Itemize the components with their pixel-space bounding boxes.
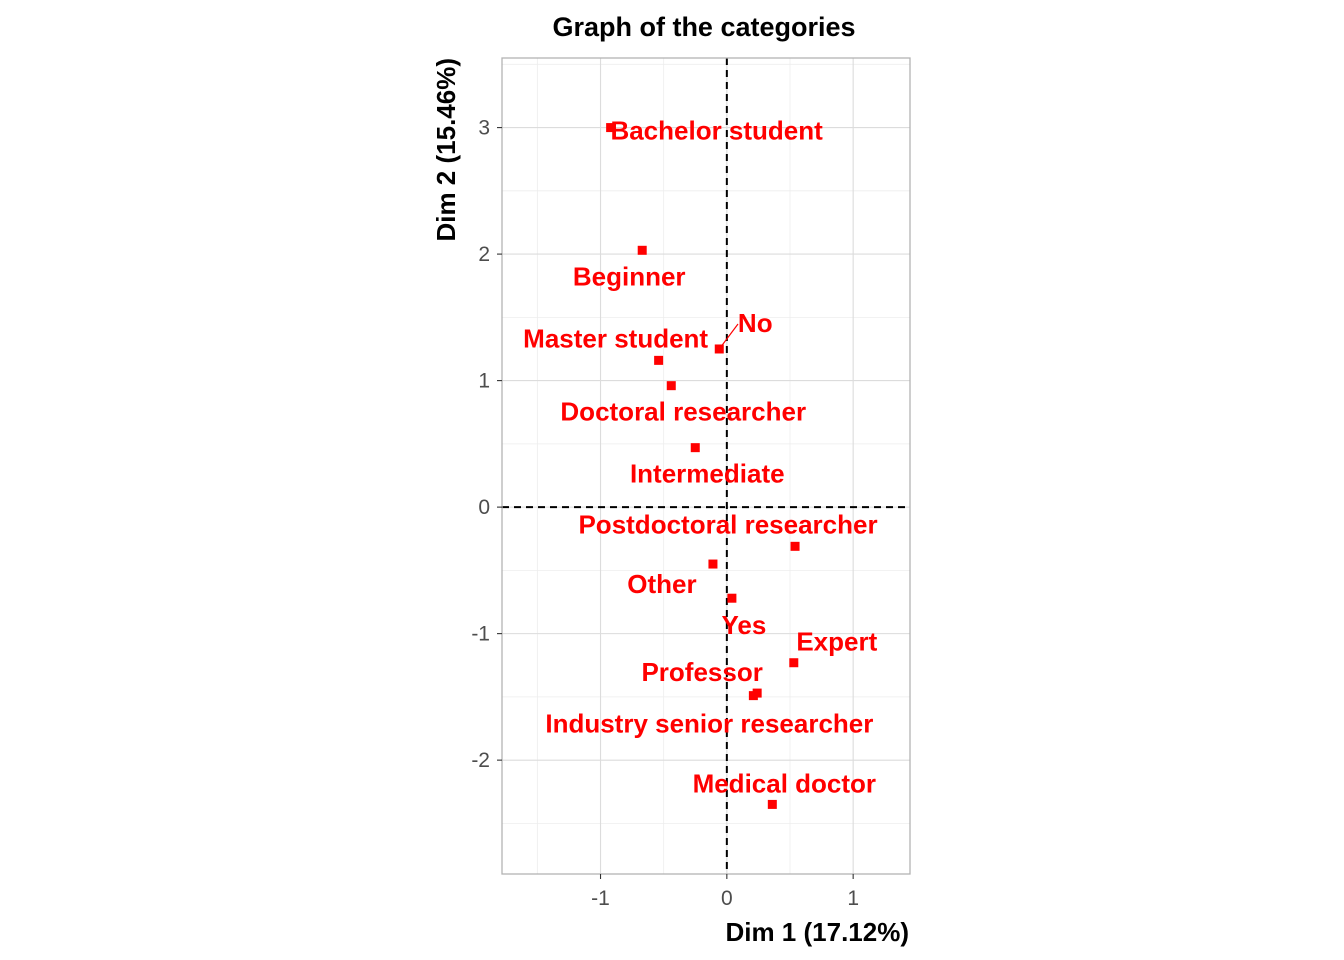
y-axis-title: Dim 2 (15.46%) — [431, 58, 461, 242]
x-tick-label: -1 — [591, 887, 610, 910]
y-tick-label: -1 — [471, 623, 490, 646]
data-label: No — [738, 308, 773, 338]
plot-panel-border — [501, 57, 911, 875]
y-tick-label: 3 — [478, 117, 490, 140]
x-tick-label: 1 — [847, 887, 859, 910]
data-point — [790, 541, 800, 551]
axis-ticks: -1 0 1 -2 -1 0 1 2 3 — [471, 117, 859, 910]
y-tick-label: 2 — [478, 243, 490, 266]
data-labels: Bachelor student Beginner No Master student… — [523, 116, 877, 799]
data-label: Professor — [641, 657, 762, 687]
data-point — [654, 355, 664, 365]
data-point — [767, 799, 777, 809]
data-label: Industry senior researcher — [545, 709, 873, 739]
data-point — [690, 443, 700, 453]
x-axis-title: Dim 1 (17.12%) — [725, 917, 909, 947]
data-point — [606, 123, 616, 133]
data-label: Master student — [523, 323, 708, 353]
data-label: Yes — [721, 610, 766, 640]
data-label: Beginner — [573, 261, 686, 291]
data-point — [714, 344, 724, 354]
data-label: Postdoctoral researcher — [578, 509, 877, 539]
data-label: Bachelor student — [610, 116, 823, 146]
y-tick-label: 1 — [478, 370, 490, 393]
y-tick-label: -2 — [471, 749, 490, 772]
y-tick-label: 0 — [478, 496, 490, 519]
label-connector — [719, 323, 739, 349]
data-point — [789, 658, 799, 668]
data-point — [748, 691, 758, 701]
data-label: Intermediate — [630, 459, 785, 489]
x-tick-label: 0 — [721, 887, 733, 910]
data-label: Expert — [796, 627, 877, 657]
chart-title: Graph of the categories — [552, 12, 855, 42]
data-point — [708, 559, 718, 569]
data-label: Doctoral researcher — [560, 397, 806, 427]
data-label: Other — [627, 569, 696, 599]
data-point — [637, 245, 647, 255]
data-point — [727, 593, 737, 603]
data-label: Medical doctor — [693, 768, 876, 798]
data-points — [606, 123, 800, 809]
data-point — [666, 381, 676, 391]
reference-lines — [502, 58, 910, 874]
